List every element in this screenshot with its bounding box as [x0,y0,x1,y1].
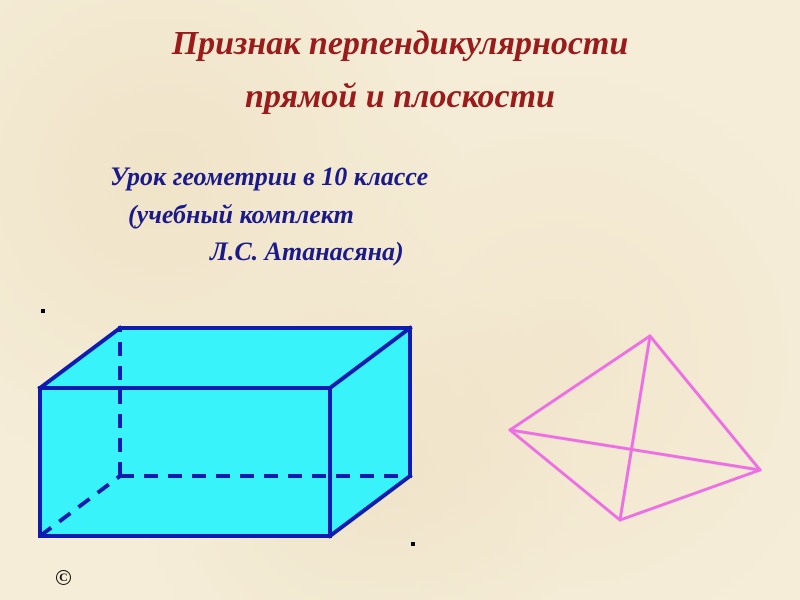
slide-subtitle: Урок геометрии в 10 классе (учебный комп… [110,158,690,271]
copyright-marker: С [56,570,71,585]
slide-title: Признак перпендикулярности прямой и плос… [0,18,800,123]
subtitle-line-3: Л.С. Атанасяна) [110,233,690,271]
title-line-1: Признак перпендикулярности [172,25,629,62]
subtitle-line-2: (учебный комплект [110,196,690,234]
title-line-2: прямой и плоскости [245,78,555,115]
slide: Признак перпендикулярности прямой и плос… [0,0,800,600]
pyramid-diagram [480,320,780,550]
subtitle-line-1: Урок геометрии в 10 классе [110,158,690,196]
cuboid-diagram [20,300,420,560]
